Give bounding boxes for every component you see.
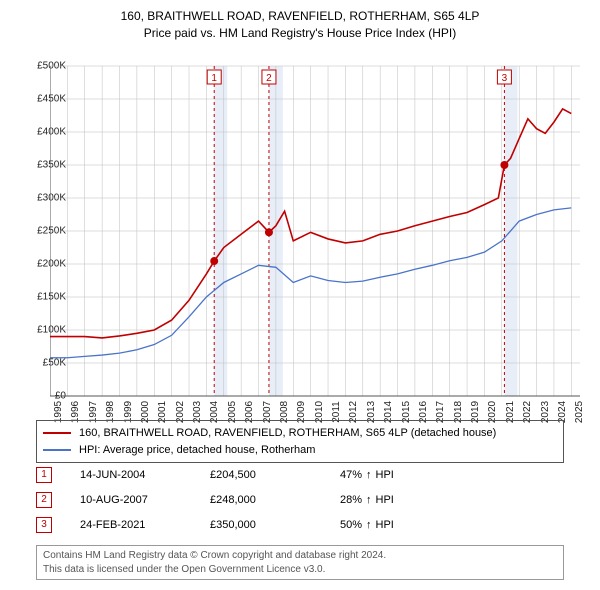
event-row: 3 24-FEB-2021£350,00050% ↑ HPI	[36, 512, 564, 537]
event-badge: 3	[36, 517, 52, 533]
event-date: 14-JUN-2004	[80, 469, 210, 481]
svg-text:1: 1	[211, 73, 217, 84]
event-delta: 47% ↑ HPI	[340, 469, 394, 481]
legend-label-property: 160, BRAITHWELL ROAD, RAVENFIELD, ROTHER…	[79, 425, 496, 442]
svg-text:3: 3	[502, 73, 508, 84]
legend-label-hpi: HPI: Average price, detached house, Roth…	[79, 442, 315, 459]
event-price: £204,500	[210, 469, 340, 481]
title-line-1: 160, BRAITHWELL ROAD, RAVENFIELD, ROTHER…	[0, 8, 600, 25]
event-badge: 2	[36, 492, 52, 508]
svg-text:2: 2	[266, 73, 272, 84]
page-root: 160, BRAITHWELL ROAD, RAVENFIELD, ROTHER…	[0, 0, 600, 590]
legend-row-property: 160, BRAITHWELL ROAD, RAVENFIELD, ROTHER…	[43, 425, 557, 442]
arrow-up-icon: ↑	[366, 494, 372, 506]
event-price: £248,000	[210, 494, 340, 506]
attribution-line-2: This data is licensed under the Open Gov…	[43, 563, 557, 577]
attribution-box: Contains HM Land Registry data © Crown c…	[36, 545, 564, 580]
event-row: 1 14-JUN-2004£204,50047% ↑ HPI	[36, 462, 564, 487]
events-block: 1 14-JUN-2004£204,50047% ↑ HPI 2 10-AUG-200…	[36, 462, 564, 537]
title-line-2: Price paid vs. HM Land Registry's House …	[0, 25, 600, 42]
legend-swatch-property	[43, 432, 71, 434]
event-date: 24-FEB-2021	[80, 519, 210, 531]
event-delta: 50% ↑ HPI	[340, 519, 394, 531]
event-row: 2 10-AUG-2007£248,00028% ↑ HPI	[36, 487, 564, 512]
attribution-line-1: Contains HM Land Registry data © Crown c…	[43, 549, 557, 563]
legend-swatch-hpi	[43, 449, 71, 451]
arrow-up-icon: ↑	[366, 519, 372, 531]
legend-row-hpi: HPI: Average price, detached house, Roth…	[43, 442, 557, 459]
chart-svg: 1 2 3	[50, 62, 580, 410]
legend-box: 160, BRAITHWELL ROAD, RAVENFIELD, ROTHER…	[36, 420, 564, 463]
arrow-up-icon: ↑	[366, 469, 372, 481]
event-delta: 28% ↑ HPI	[340, 494, 394, 506]
event-badge: 1	[36, 467, 52, 483]
chart-plot-area: 1 2 3	[50, 62, 580, 410]
event-price: £350,000	[210, 519, 340, 531]
chart-title: 160, BRAITHWELL ROAD, RAVENFIELD, ROTHER…	[0, 0, 600, 42]
event-date: 10-AUG-2007	[80, 494, 210, 506]
